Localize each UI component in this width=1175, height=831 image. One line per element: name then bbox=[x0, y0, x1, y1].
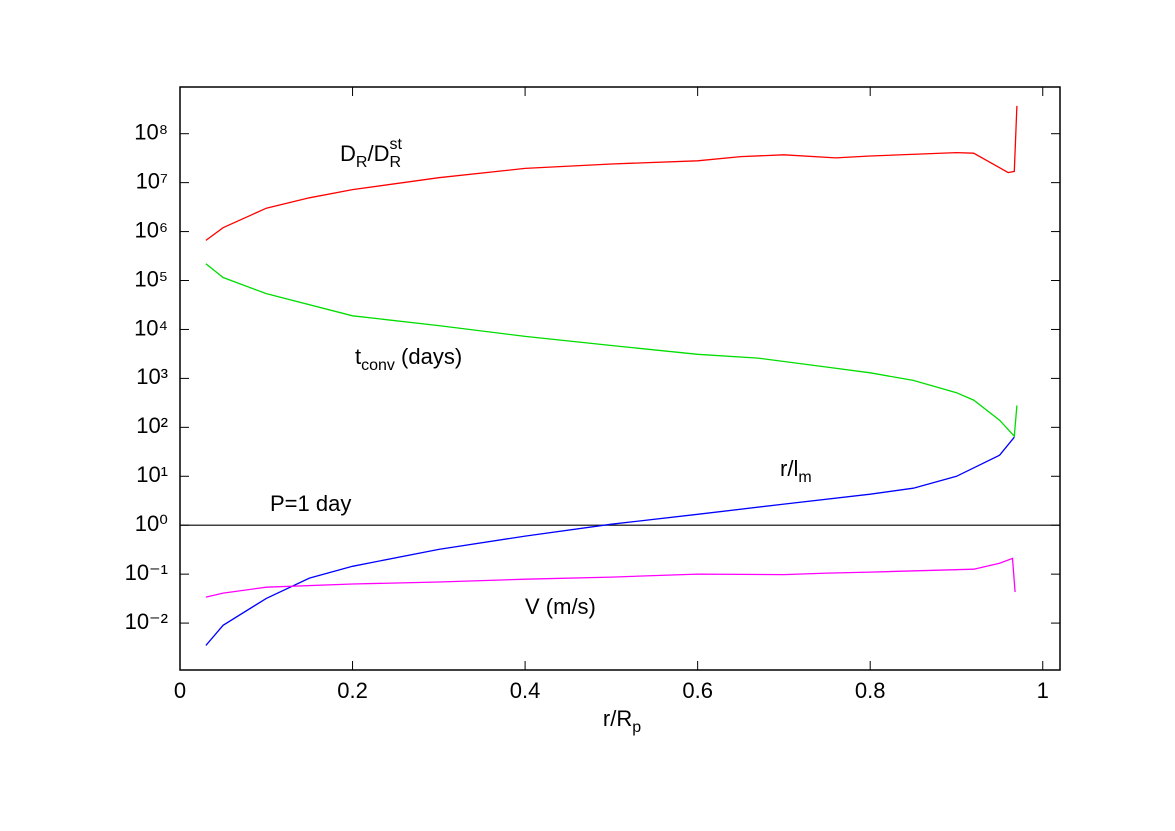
y-tick-label: 10² bbox=[136, 413, 168, 438]
text-part: st bbox=[389, 136, 402, 153]
text-part: V (m/s) bbox=[525, 594, 596, 619]
x-tick-label: 0.4 bbox=[510, 678, 541, 703]
plot-frame bbox=[179, 86, 1061, 671]
x-tick-label: 0.2 bbox=[337, 678, 368, 703]
x-tick-label: 0.6 bbox=[682, 678, 713, 703]
text-part: r/l bbox=[780, 456, 798, 481]
series-line bbox=[205, 436, 1015, 646]
y-tick-label: 10⁴ bbox=[134, 315, 168, 340]
y-tick-label: 10⁷ bbox=[136, 168, 168, 193]
y-tick-label: 10⁻¹ bbox=[125, 560, 168, 585]
y-tick-label: 10⁻² bbox=[125, 609, 168, 634]
text-part: conv bbox=[361, 357, 395, 374]
y-tick-label: 10⁰ bbox=[135, 511, 168, 536]
x-axis-label: r/Rp bbox=[603, 706, 641, 736]
y-tick-label: 10⁶ bbox=[134, 217, 168, 242]
x-tick-label: 0 bbox=[174, 678, 186, 703]
text-part: p bbox=[632, 719, 641, 736]
series-line bbox=[205, 557, 1016, 598]
y-tick-label: 10⁸ bbox=[134, 120, 168, 145]
series-line bbox=[205, 105, 1018, 241]
text-part: (days) bbox=[395, 344, 462, 369]
series-line bbox=[205, 263, 1018, 438]
text-part: D bbox=[340, 141, 356, 166]
text-part: R bbox=[356, 154, 368, 171]
series-label: r/lm bbox=[780, 456, 812, 486]
text-part: m bbox=[798, 469, 811, 486]
text-part: P=1 day bbox=[270, 491, 351, 516]
y-tick-label: 10¹ bbox=[136, 462, 168, 487]
text-part: r/R bbox=[603, 706, 632, 731]
text-part: R bbox=[389, 154, 401, 171]
x-tick-label: 1 bbox=[1037, 678, 1049, 703]
text-part: t bbox=[355, 344, 361, 369]
reference-label: P=1 day bbox=[270, 491, 351, 516]
series-label: tconv (days) bbox=[355, 344, 462, 374]
x-tick-label: 0.8 bbox=[855, 678, 886, 703]
series-label: DR/Dst R bbox=[340, 136, 402, 171]
text-part: /D bbox=[367, 141, 389, 166]
series-label: V (m/s) bbox=[525, 594, 596, 619]
y-tick-label: 10³ bbox=[136, 364, 168, 389]
y-tick-label: 10⁵ bbox=[134, 266, 168, 291]
